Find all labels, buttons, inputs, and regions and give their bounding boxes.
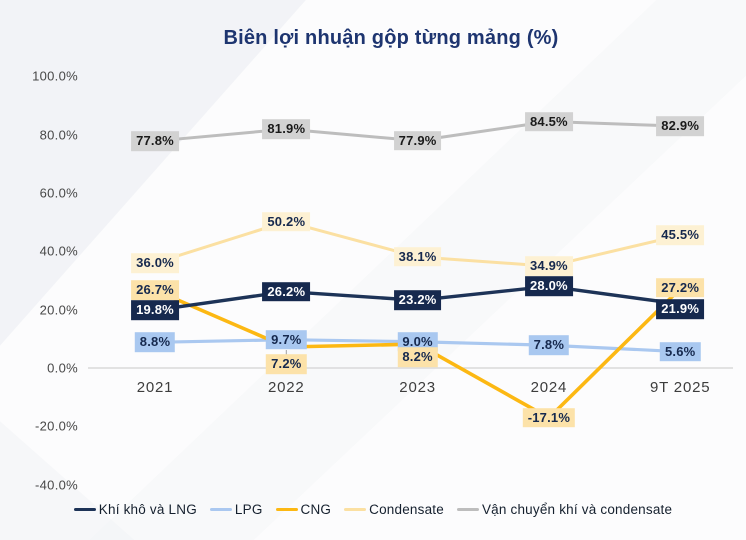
x-axis-tick-label: 2021 <box>136 379 174 396</box>
data-label: -17.1% <box>522 408 576 428</box>
data-label: 7.2% <box>266 354 307 374</box>
y-axis-tick-label: 60.0% <box>39 185 78 201</box>
legend-line-swatch <box>209 508 232 511</box>
data-label: 26.2% <box>262 281 311 302</box>
data-label: 77.8% <box>131 131 179 151</box>
data-label: 8.8% <box>134 332 176 353</box>
legend-item-3: CNG <box>275 502 332 517</box>
data-label: 82.9% <box>656 116 705 136</box>
data-label: 19.8% <box>131 300 179 321</box>
legend-line-swatch <box>275 508 298 511</box>
y-axis-tick-label: 100.0% <box>32 68 78 84</box>
data-label: 27.2% <box>656 277 705 298</box>
x-axis-tick-label: 2023 <box>399 379 436 396</box>
data-label: 84.5% <box>524 111 573 132</box>
data-label: 77.9% <box>393 130 442 151</box>
data-label: 9.0% <box>397 331 438 352</box>
y-axis-tick-label: 0.0% <box>47 360 78 376</box>
data-label: 38.1% <box>393 247 442 267</box>
chart-title: Biên lợi nhuận gộp từng mảng (%) <box>223 27 559 49</box>
legend-label: LPG <box>234 502 263 517</box>
legend-item-1: Khí khô và LNG <box>73 502 197 517</box>
y-axis-tick-label: 40.0% <box>39 243 78 259</box>
legend-label: CNG <box>300 502 332 517</box>
data-label: 5.6% <box>659 341 701 362</box>
legend: Khí khô và LNG LPG CNG Condensate Vận chuyển… <box>0 502 746 517</box>
y-axis-tick-label: -20.0% <box>35 418 78 434</box>
x-axis-tick-label: 2024 <box>530 379 568 396</box>
data-label: 9.7% <box>266 329 307 350</box>
legend-label: Khí khô và LNG <box>98 502 197 517</box>
data-label: 26.7% <box>131 280 179 300</box>
data-label: 8.2% <box>397 347 438 367</box>
legend-line-swatch <box>456 508 479 511</box>
legend-label: Vận chuyển khí và condensate <box>481 502 673 517</box>
data-label: 34.9% <box>524 256 573 276</box>
data-label: 7.8% <box>528 335 570 356</box>
legend-item-4: Condensate <box>344 502 444 517</box>
legend-item-5: Vận chuyển khí và condensate <box>456 502 673 517</box>
legend-line-swatch <box>344 508 367 511</box>
legend-line-swatch <box>73 508 96 511</box>
data-label: 50.2% <box>262 211 311 232</box>
data-label: 23.2% <box>393 290 442 311</box>
legend-label: Condensate <box>369 502 444 517</box>
data-label: 81.9% <box>262 119 311 139</box>
data-label: 28.0% <box>524 276 573 297</box>
y-axis-tick-label: -40.0% <box>35 477 78 493</box>
legend-item-2: LPG <box>209 502 263 517</box>
data-label: 36.0% <box>131 253 179 273</box>
data-label: 21.9% <box>656 299 705 319</box>
data-label: 45.5% <box>656 225 705 246</box>
y-axis-tick-label: 80.0% <box>39 127 78 143</box>
y-axis-tick-label: 20.0% <box>39 302 78 318</box>
x-axis-tick-label: 9T 2025 <box>650 379 711 396</box>
x-axis-tick-label: 2022 <box>268 379 305 396</box>
